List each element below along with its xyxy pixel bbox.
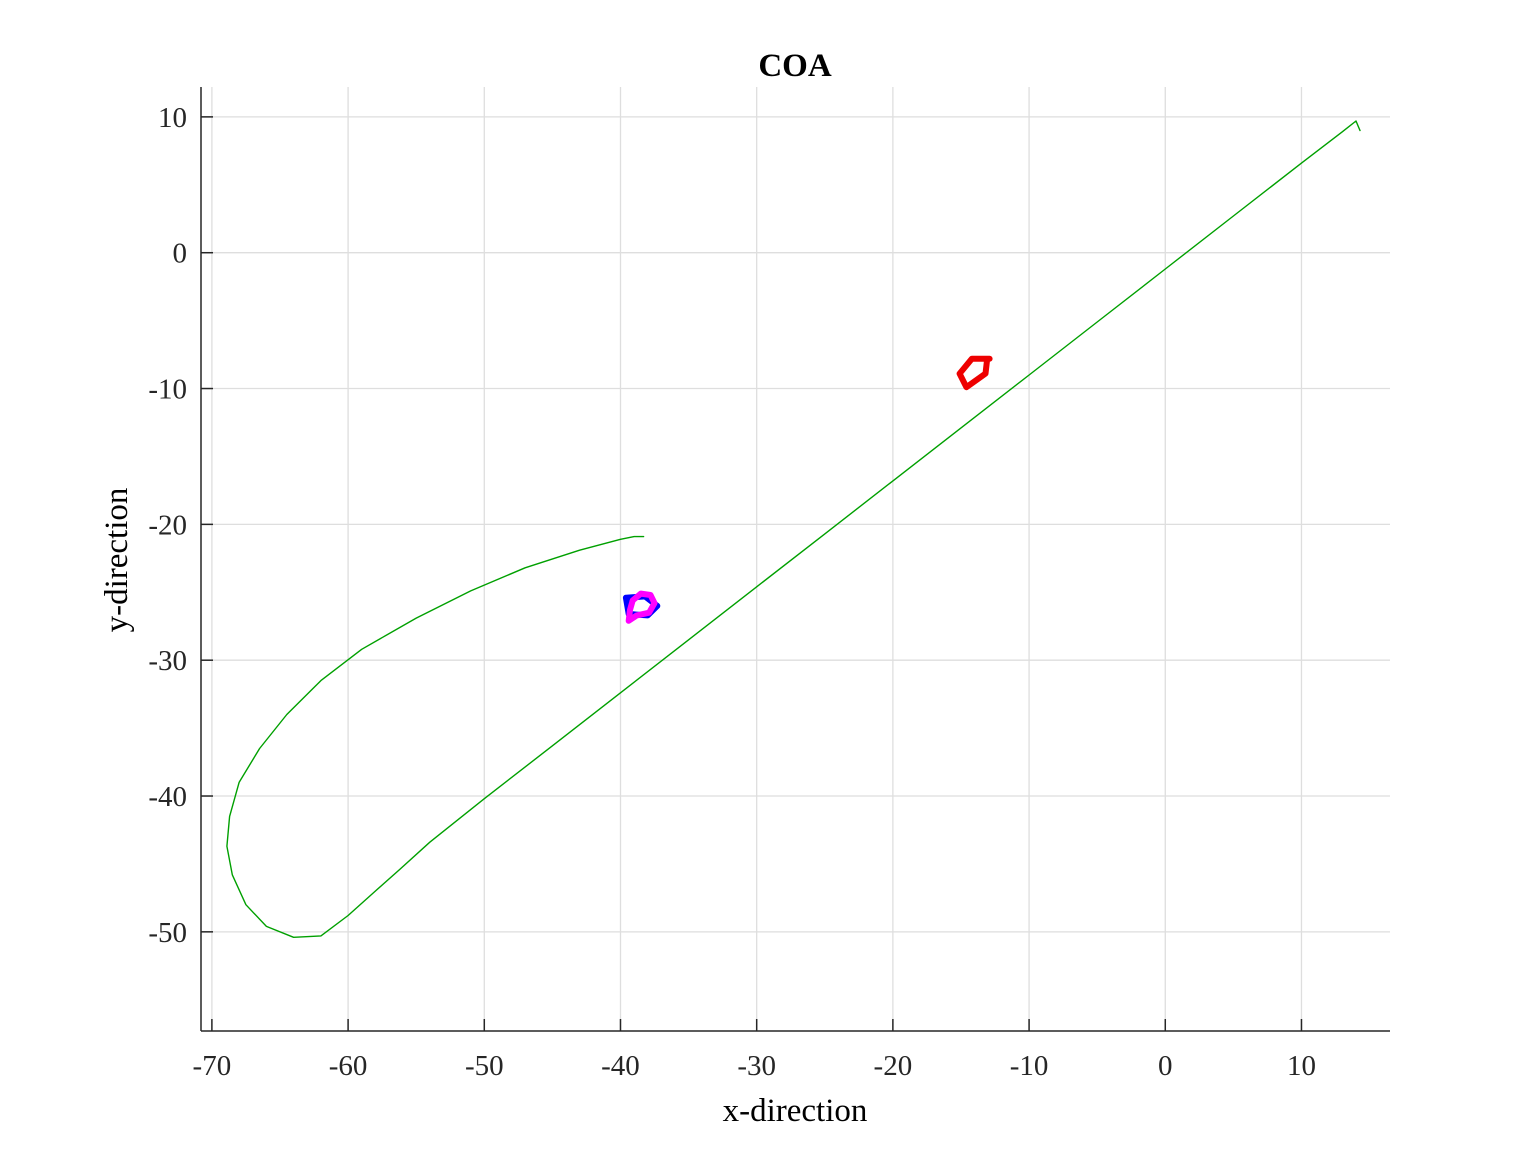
x-axis-label: x-direction bbox=[723, 1093, 868, 1129]
series-line-3 bbox=[956, 355, 993, 391]
y-tick-label: 10 bbox=[158, 102, 187, 134]
series-line-2 bbox=[625, 590, 658, 624]
y-tick-label: -20 bbox=[148, 509, 187, 541]
y-tick-label: -10 bbox=[148, 374, 187, 406]
y-tick-label: 0 bbox=[173, 238, 188, 270]
tick-labels: -70 -60 -50 -40 -30 -20 -10 0 10 10 0 -10 -20 -30 -40 -… bbox=[148, 102, 1316, 1082]
series-layer bbox=[226, 120, 1361, 938]
series-line-0 bbox=[226, 120, 1361, 938]
x-tick-label: -30 bbox=[737, 1050, 776, 1082]
chart-title: COA bbox=[758, 48, 832, 84]
y-axis-label: y-direction bbox=[99, 488, 135, 633]
x-tick-label: -50 bbox=[465, 1050, 504, 1082]
y-tick-label: -30 bbox=[148, 645, 187, 677]
x-tick-label: -20 bbox=[874, 1050, 913, 1082]
y-tick-label: -40 bbox=[148, 781, 187, 813]
y-tick-label: -50 bbox=[148, 917, 187, 949]
x-tick-label: -40 bbox=[601, 1050, 640, 1082]
x-tick-label: -60 bbox=[329, 1050, 368, 1082]
x-tick-label: 0 bbox=[1158, 1050, 1173, 1082]
axes bbox=[200, 87, 1390, 1032]
x-tick-label: 10 bbox=[1287, 1050, 1316, 1082]
grid bbox=[201, 87, 1390, 1031]
x-tick-label: -10 bbox=[1010, 1050, 1049, 1082]
x-tick-label: -70 bbox=[193, 1050, 232, 1082]
